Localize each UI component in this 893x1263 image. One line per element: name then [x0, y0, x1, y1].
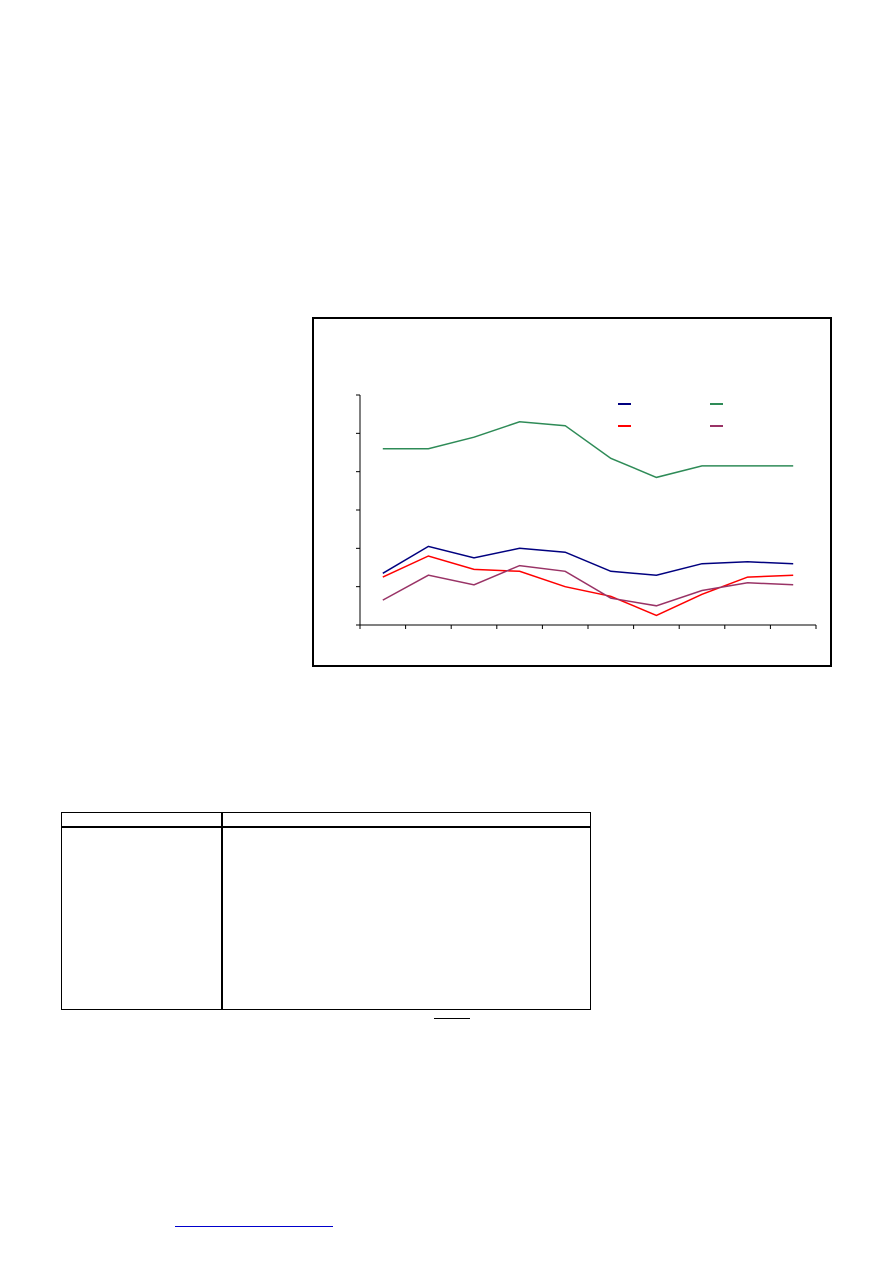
- info-table: [61, 812, 591, 1010]
- table-header-cell-2: [227, 813, 587, 826]
- table-column-divider: [221, 813, 223, 1009]
- chart-axes: [356, 394, 817, 629]
- table-header-cell-1: [66, 813, 216, 826]
- footer-link[interactable]: [175, 1226, 333, 1227]
- chart-canvas: [356, 394, 817, 629]
- line-chart: [312, 317, 832, 667]
- table-header-rule: [62, 826, 590, 828]
- chart-legend: [618, 403, 723, 427]
- series-line-1: [382, 545, 794, 576]
- underlined-text-mark: [434, 1018, 470, 1019]
- series-line-3: [382, 555, 794, 617]
- table-body-cell-2: [227, 829, 587, 1009]
- series-line-4: [382, 564, 794, 607]
- series-line-2: [382, 421, 794, 479]
- chart-series: [382, 421, 794, 617]
- table-body-cell-1: [66, 829, 216, 1009]
